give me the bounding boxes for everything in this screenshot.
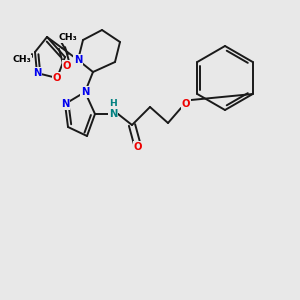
Text: H: H bbox=[109, 100, 117, 109]
Text: O: O bbox=[63, 61, 71, 71]
Text: O: O bbox=[53, 73, 61, 83]
Text: O: O bbox=[182, 99, 190, 109]
Text: N: N bbox=[109, 109, 117, 119]
Text: N: N bbox=[74, 55, 82, 65]
Text: N: N bbox=[33, 68, 41, 78]
Text: CH₃: CH₃ bbox=[58, 34, 77, 43]
Text: N: N bbox=[61, 99, 69, 109]
Text: CH₃: CH₃ bbox=[13, 56, 32, 64]
Text: N: N bbox=[81, 87, 89, 97]
Text: O: O bbox=[134, 142, 142, 152]
